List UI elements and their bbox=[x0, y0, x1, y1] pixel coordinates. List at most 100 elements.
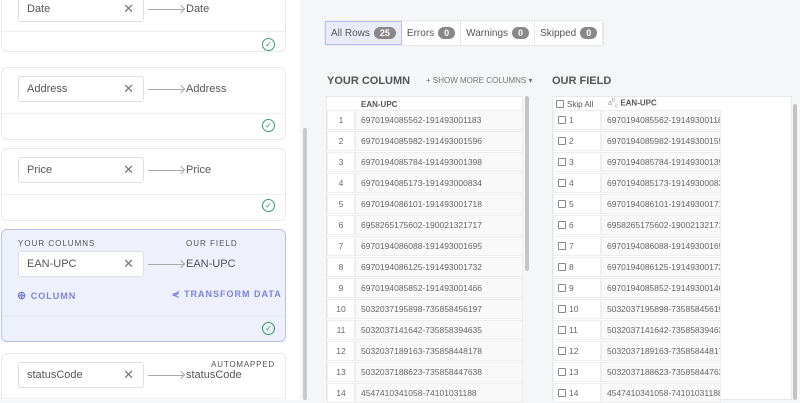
row-number: 1 bbox=[327, 110, 355, 130]
skip-row-checkbox[interactable]: 14 bbox=[553, 383, 601, 403]
cell-value: 5032037188623-735858447638 bbox=[355, 362, 523, 382]
tab-all-rows[interactable]: All Rows 25 bbox=[325, 21, 402, 45]
arrow-icon bbox=[148, 89, 184, 90]
transform-data-button[interactable]: ⋞ TRANSFORM DATA bbox=[172, 289, 282, 299]
clear-icon[interactable]: ✕ bbox=[123, 162, 134, 177]
skip-row-checkbox[interactable]: 11 bbox=[553, 320, 601, 340]
your-column-title: YOUR COLUMN bbox=[327, 75, 411, 87]
cell-value: 6970194085852-191493001466 bbox=[355, 278, 523, 298]
cell-value: 6970194086088-191493001695 bbox=[601, 236, 721, 256]
cell-value: 6970194086125-191493001732 bbox=[601, 257, 721, 277]
count-badge: 25 bbox=[373, 27, 396, 39]
your-column-table: EAN-UPC 1 6970194085562-191493001183 2 6970… bbox=[326, 96, 523, 403]
skip-row-checkbox[interactable]: 9 bbox=[553, 278, 601, 298]
row-number: 14 bbox=[327, 383, 355, 403]
skip-row-checkbox[interactable]: 12 bbox=[553, 341, 601, 361]
table-row: 14 4547410341058-74101031188 bbox=[553, 383, 721, 403]
column-select[interactable]: statusCode ✕ bbox=[18, 362, 144, 388]
tab-skipped[interactable]: Skipped 0 bbox=[535, 21, 604, 45]
row-number: 7 bbox=[327, 236, 355, 256]
column-select[interactable]: Address ✕ bbox=[18, 76, 144, 102]
cell-value: 5032037141642-735858394635 bbox=[601, 320, 721, 340]
clear-icon[interactable]: ✕ bbox=[123, 367, 134, 382]
mapping-card-ean-upc: YOUR COLUMNS OUR FIELD EAN-UPC ✕ EAN-UPC … bbox=[1, 229, 286, 342]
cell-value: 6958265175602-190021321717 bbox=[355, 215, 523, 235]
clear-icon[interactable]: ✕ bbox=[123, 1, 134, 16]
cell-value: 5032037195898-735858456197 bbox=[355, 299, 523, 319]
table-row: 3 6970194085784-191493001398 bbox=[327, 152, 523, 172]
table-row: 4 6970194085173-191493000834 bbox=[327, 173, 523, 193]
clear-icon[interactable]: ✕ bbox=[123, 256, 134, 271]
mapping-card-price: Price ✕ Price ✓ bbox=[1, 148, 286, 221]
table-row: 4 6970194085173-191493000834 bbox=[553, 173, 721, 193]
show-more-columns-button[interactable]: + SHOW MORE COLUMNS ▾ bbox=[426, 76, 533, 85]
cell-value: 5032037188623-735858447638 bbox=[601, 362, 721, 382]
table-row: 3 6970194085784-191493001398 bbox=[553, 152, 721, 172]
row-number: 5 bbox=[327, 194, 355, 214]
field-name: statusCode bbox=[186, 369, 242, 381]
cell-value: 6970194086088-191493001695 bbox=[355, 236, 523, 256]
row-number: 12 bbox=[327, 341, 355, 361]
skip-row-checkbox[interactable]: 4 bbox=[553, 173, 601, 193]
column-select[interactable]: EAN-UPC ✕ bbox=[18, 251, 144, 277]
skip-row-checkbox[interactable]: 1 bbox=[553, 110, 601, 130]
cell-value: 5032037141642-735858394635 bbox=[355, 320, 523, 340]
cell-value: 6970194086101-191493001718 bbox=[601, 194, 721, 214]
arrow-icon bbox=[148, 264, 184, 265]
table-scrollbar[interactable] bbox=[525, 96, 529, 271]
skip-row-checkbox[interactable]: 6 bbox=[553, 215, 601, 235]
count-badge: 0 bbox=[438, 27, 456, 39]
table-row: 5 6970194086101-191493001718 bbox=[327, 194, 523, 214]
table-row: 13 5032037188623-735858447638 bbox=[553, 362, 721, 382]
table-row: 10 5032037195898-735858456197 bbox=[327, 299, 523, 319]
cell-value: 6970194085562-191493001183 bbox=[355, 110, 523, 130]
table-row: 2 6970194085982-191493001596 bbox=[327, 131, 523, 151]
table-row: 8 6970194086125-191493001732 bbox=[327, 257, 523, 277]
share-nodes-icon: ⋞ bbox=[172, 289, 181, 299]
field-name: Price bbox=[186, 164, 212, 176]
skip-row-checkbox[interactable]: 3 bbox=[553, 152, 601, 172]
mapping-panel: Date ✕ Date ✓ Address ✕ Address ✓ Price ✕ P… bbox=[0, 0, 300, 400]
skip-row-checkbox[interactable]: 5 bbox=[553, 194, 601, 214]
check-circle-icon: ✓ bbox=[262, 38, 275, 51]
count-badge: 0 bbox=[580, 27, 598, 39]
row-filter-tabs: All Rows 25 Errors 0 Warnings 0 Skipped 0 bbox=[324, 20, 605, 46]
cell-value: 6970194085562-191493001183 bbox=[601, 110, 721, 130]
column-header: EAN-UPC bbox=[361, 100, 398, 109]
field-name: Address bbox=[186, 83, 227, 95]
row-number: 3 bbox=[327, 152, 355, 172]
left-scrollbar[interactable] bbox=[303, 128, 307, 400]
automapped-label: AUTOMAPPED bbox=[211, 360, 275, 369]
skip-row-checkbox[interactable]: 2 bbox=[553, 131, 601, 151]
cell-value: 6958265175602-190021321717 bbox=[601, 215, 721, 235]
field-name: EAN-UPC bbox=[186, 258, 236, 270]
cell-value: 6970194085982-191493001596 bbox=[601, 131, 721, 151]
add-column-button[interactable]: ⊕ COLUMN bbox=[17, 290, 77, 302]
skip-row-checkbox[interactable]: 8 bbox=[553, 257, 601, 277]
clear-icon[interactable]: ✕ bbox=[123, 81, 134, 96]
cell-value: 4547410341058-74101031188 bbox=[601, 383, 721, 403]
table-row: 9 6970194085852-191493001466 bbox=[327, 278, 523, 298]
check-circle-icon: ✓ bbox=[262, 119, 275, 132]
tab-warnings[interactable]: Warnings 0 bbox=[461, 21, 536, 45]
skip-row-checkbox[interactable]: 13 bbox=[553, 362, 601, 382]
cell-value: 6970194086101-191493001718 bbox=[355, 194, 523, 214]
cell-value: 6970194086125-191493001732 bbox=[355, 257, 523, 277]
row-number: 10 bbox=[327, 299, 355, 319]
column-select[interactable]: Price ✕ bbox=[18, 157, 144, 183]
column-select[interactable]: Date ✕ bbox=[18, 0, 144, 22]
tab-errors[interactable]: Errors 0 bbox=[402, 21, 462, 45]
arrow-icon bbox=[148, 170, 184, 171]
right-table-scrollbar[interactable] bbox=[793, 104, 797, 400]
row-number: 8 bbox=[327, 257, 355, 277]
skip-all-checkbox[interactable]: Skip All bbox=[556, 100, 593, 109]
skip-row-checkbox[interactable]: 10 bbox=[553, 299, 601, 319]
cell-value: 5032037189163-735858448178 bbox=[601, 341, 721, 361]
cell-value: 6970194085982-191493001596 bbox=[355, 131, 523, 151]
arrow-icon bbox=[148, 9, 184, 10]
row-number: 2 bbox=[327, 131, 355, 151]
table-row: 13 5032037188623-735858447638 bbox=[327, 362, 523, 382]
skip-row-checkbox[interactable]: 7 bbox=[553, 236, 601, 256]
plus-circle-icon: ⊕ bbox=[17, 290, 28, 302]
cell-value: 6970194085173-191493000834 bbox=[601, 173, 721, 193]
